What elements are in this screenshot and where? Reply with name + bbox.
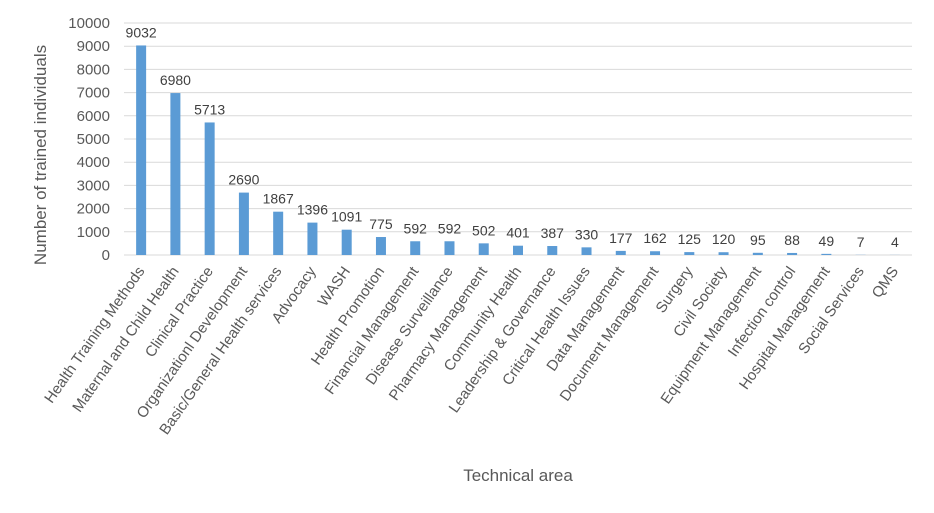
bar — [205, 122, 215, 255]
data-label: 120 — [712, 231, 736, 247]
data-label: 49 — [819, 233, 835, 249]
y-tick-label: 7000 — [77, 85, 110, 102]
bar — [444, 241, 454, 255]
data-label: 775 — [369, 216, 393, 232]
bar — [753, 253, 763, 255]
data-label: 2690 — [228, 172, 259, 188]
bar — [376, 237, 386, 255]
bar — [513, 246, 523, 255]
data-label: 1396 — [297, 202, 328, 218]
data-label: 4 — [891, 234, 899, 250]
bar — [719, 252, 729, 255]
data-label: 387 — [541, 225, 565, 241]
data-label: 6980 — [160, 72, 191, 88]
bar — [582, 247, 592, 255]
data-label: 88 — [784, 232, 800, 248]
bar — [684, 252, 694, 255]
bar — [650, 251, 660, 255]
data-label: 125 — [678, 231, 702, 247]
bar — [136, 45, 146, 255]
data-label: 401 — [506, 225, 530, 241]
data-label: 5713 — [194, 101, 225, 117]
bar — [342, 230, 352, 255]
y-tick-label: 1000 — [77, 224, 110, 241]
bar — [170, 93, 180, 255]
data-label: 330 — [575, 226, 599, 242]
data-label: 162 — [643, 230, 667, 246]
data-label: 177 — [609, 230, 633, 246]
y-tick-label: 2000 — [77, 201, 110, 218]
y-tick-label: 10000 — [68, 15, 110, 32]
bar — [307, 223, 317, 255]
data-label: 502 — [472, 222, 496, 238]
bar — [821, 254, 831, 255]
y-tick-label: 9000 — [77, 38, 110, 55]
data-label: 95 — [750, 232, 766, 248]
bars — [136, 45, 900, 255]
bar — [616, 251, 626, 255]
y-tick-label: 4000 — [77, 154, 110, 171]
bar — [787, 253, 797, 255]
bar — [547, 246, 557, 255]
data-label: 9032 — [126, 24, 157, 40]
y-tick-label: 5000 — [77, 131, 110, 148]
y-tick-label: 0 — [102, 247, 110, 264]
data-label: 592 — [404, 220, 428, 236]
category-label: QMS — [869, 264, 903, 302]
x-axis-title: Technical area — [463, 466, 573, 485]
data-label: 1867 — [263, 191, 294, 207]
data-label: 592 — [438, 220, 462, 236]
bar — [479, 243, 489, 255]
bar — [239, 193, 249, 255]
y-axis-ticks: 0 1000 2000 3000 4000 5000 6000 7000 8000 9000 100… — [68, 15, 110, 264]
data-label: 7 — [857, 234, 865, 250]
y-tick-label: 6000 — [77, 108, 110, 125]
data-label: 1091 — [331, 209, 362, 225]
bar — [273, 212, 283, 255]
y-axis-title: Number of trained individuals — [31, 45, 50, 265]
bar — [410, 241, 420, 255]
y-tick-label: 3000 — [77, 177, 110, 194]
y-tick-label: 8000 — [77, 61, 110, 78]
